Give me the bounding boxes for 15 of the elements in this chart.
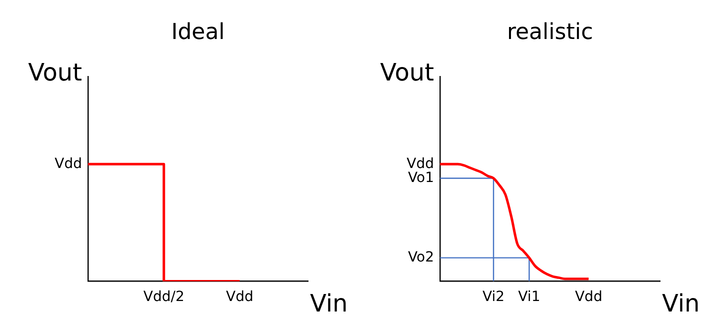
text: Vdd [54,156,82,172]
x-tick-label: Vi2 [482,289,505,306]
text: Vo1 [408,170,434,186]
x-axis-title: Vin [662,289,700,318]
y-axis-title: Vout [380,58,434,87]
x-tick-label: Vdd [574,289,602,306]
x-tick-label: Vdd [226,289,254,306]
y-axis-title: Vout [28,58,82,87]
x-tick-label: Vi1 [518,289,540,306]
chart-title: Ideal [171,20,225,45]
text: Vo2 [408,249,434,266]
chart-title: realistic [506,20,594,45]
text: Vdd [406,156,434,172]
x-axis-title: Vin [310,289,348,318]
x-tick-label: Vdd/2 [143,289,184,306]
